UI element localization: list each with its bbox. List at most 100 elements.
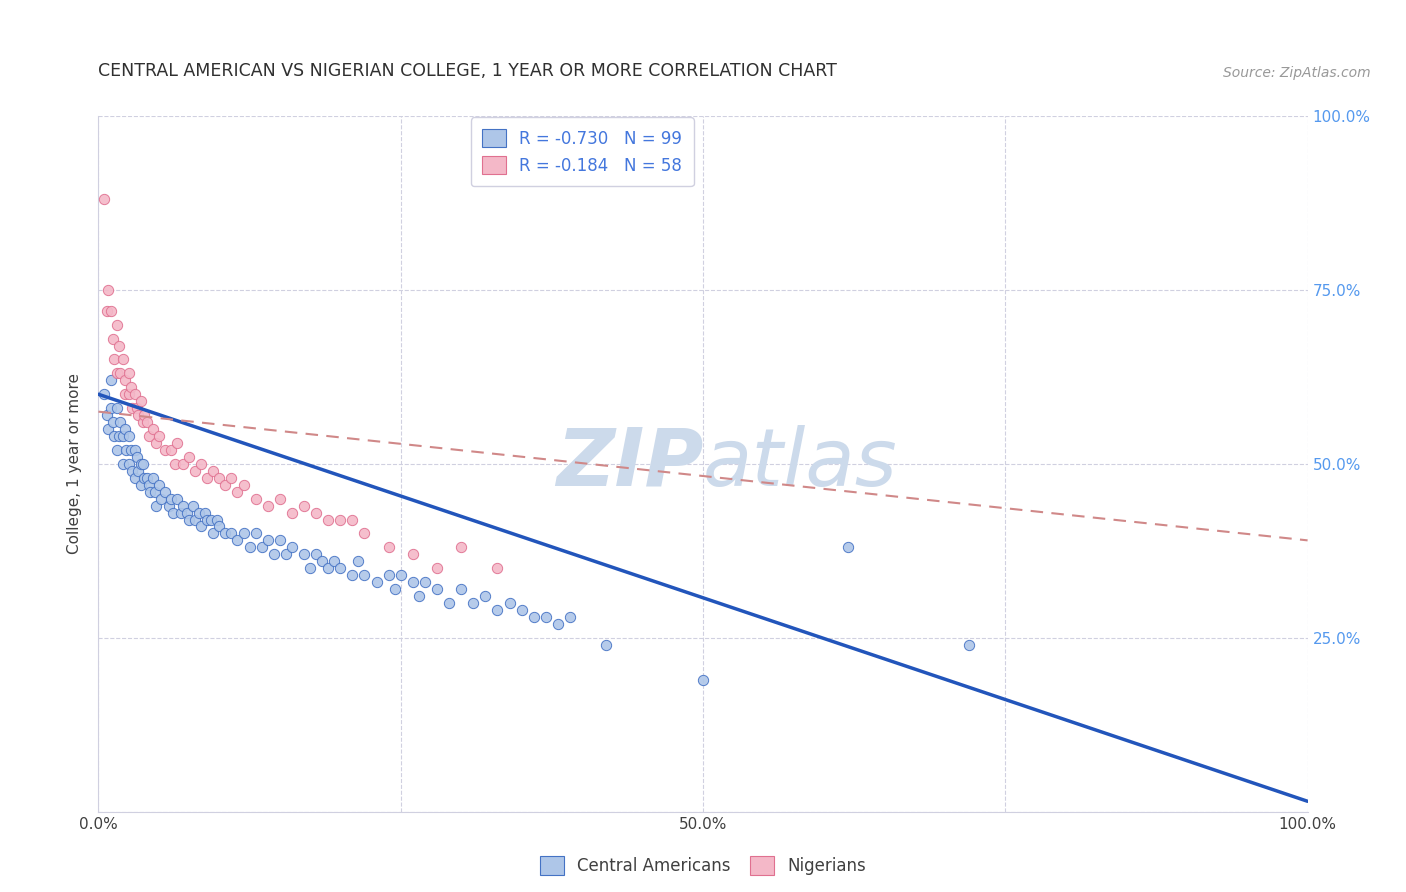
Point <box>100 303 122 318</box>
Point <box>114 387 136 401</box>
Point <box>245 526 267 541</box>
Point <box>121 401 143 416</box>
Point <box>413 575 436 590</box>
Point <box>111 457 134 471</box>
Point <box>486 561 509 575</box>
Point <box>353 526 375 541</box>
Point <box>111 429 134 443</box>
Point <box>305 506 328 520</box>
Point <box>245 491 267 506</box>
Point <box>534 610 557 624</box>
Point <box>143 484 166 499</box>
Point <box>101 332 124 346</box>
Point <box>957 638 980 652</box>
Point <box>115 442 138 457</box>
Point <box>194 506 217 520</box>
Point <box>150 491 173 506</box>
Point <box>214 477 236 491</box>
Point <box>96 408 118 422</box>
Point <box>181 499 204 513</box>
Point <box>195 512 218 526</box>
Point <box>108 415 131 429</box>
Point <box>200 512 222 526</box>
Point <box>105 442 128 457</box>
Point <box>426 561 449 575</box>
Point <box>558 610 581 624</box>
Point <box>347 554 370 568</box>
Point <box>292 499 315 513</box>
Point <box>221 526 243 541</box>
Point <box>195 471 218 485</box>
Point <box>135 471 157 485</box>
Point <box>169 506 191 520</box>
Point <box>281 541 304 555</box>
Point <box>366 575 388 590</box>
Point <box>208 471 231 485</box>
Point <box>148 429 170 443</box>
Point <box>486 603 509 617</box>
Point <box>114 422 136 436</box>
Point <box>510 603 533 617</box>
Point <box>342 568 364 582</box>
Point <box>377 541 399 555</box>
Point <box>226 484 249 499</box>
Point <box>145 499 167 513</box>
Point <box>474 589 496 603</box>
Point <box>316 561 339 575</box>
Point <box>179 512 201 526</box>
Text: CENTRAL AMERICAN VS NIGERIAN COLLEGE, 1 YEAR OR MORE CORRELATION CHART: CENTRAL AMERICAN VS NIGERIAN COLLEGE, 1 … <box>98 62 838 80</box>
Point <box>108 429 131 443</box>
Point <box>450 541 472 555</box>
Point <box>132 457 155 471</box>
Point <box>111 352 134 367</box>
Point <box>256 533 278 548</box>
Point <box>105 318 128 332</box>
Point <box>138 477 160 491</box>
Point <box>139 484 162 499</box>
Point <box>118 457 141 471</box>
Point <box>232 526 254 541</box>
Point <box>184 512 207 526</box>
Point <box>160 491 183 506</box>
Point <box>120 380 142 394</box>
Point <box>108 367 131 381</box>
Point <box>269 533 291 548</box>
Point <box>176 506 198 520</box>
Point <box>221 471 243 485</box>
Point <box>138 429 160 443</box>
Point <box>437 596 460 610</box>
Point <box>120 442 142 457</box>
Point <box>166 436 188 450</box>
Point <box>129 477 152 491</box>
Point <box>100 401 122 416</box>
Point <box>232 477 254 491</box>
Point <box>263 547 285 561</box>
Point <box>190 519 212 533</box>
Point <box>353 568 375 582</box>
Point <box>163 457 186 471</box>
Point <box>202 464 225 478</box>
Point <box>239 541 262 555</box>
Point <box>292 547 315 561</box>
Point <box>172 499 194 513</box>
Point <box>250 541 273 555</box>
Point <box>100 373 122 387</box>
Point <box>377 568 399 582</box>
Point <box>214 526 236 541</box>
Point <box>408 589 430 603</box>
Point <box>323 554 346 568</box>
Point <box>157 499 180 513</box>
Point <box>256 499 278 513</box>
Point <box>118 367 141 381</box>
Point <box>124 442 146 457</box>
Point <box>179 450 201 464</box>
Point <box>402 575 425 590</box>
Point <box>162 506 184 520</box>
Point <box>127 408 149 422</box>
Point <box>299 561 322 575</box>
Point <box>389 568 412 582</box>
Point <box>121 464 143 478</box>
Point <box>202 526 225 541</box>
Point <box>145 436 167 450</box>
Point <box>523 610 546 624</box>
